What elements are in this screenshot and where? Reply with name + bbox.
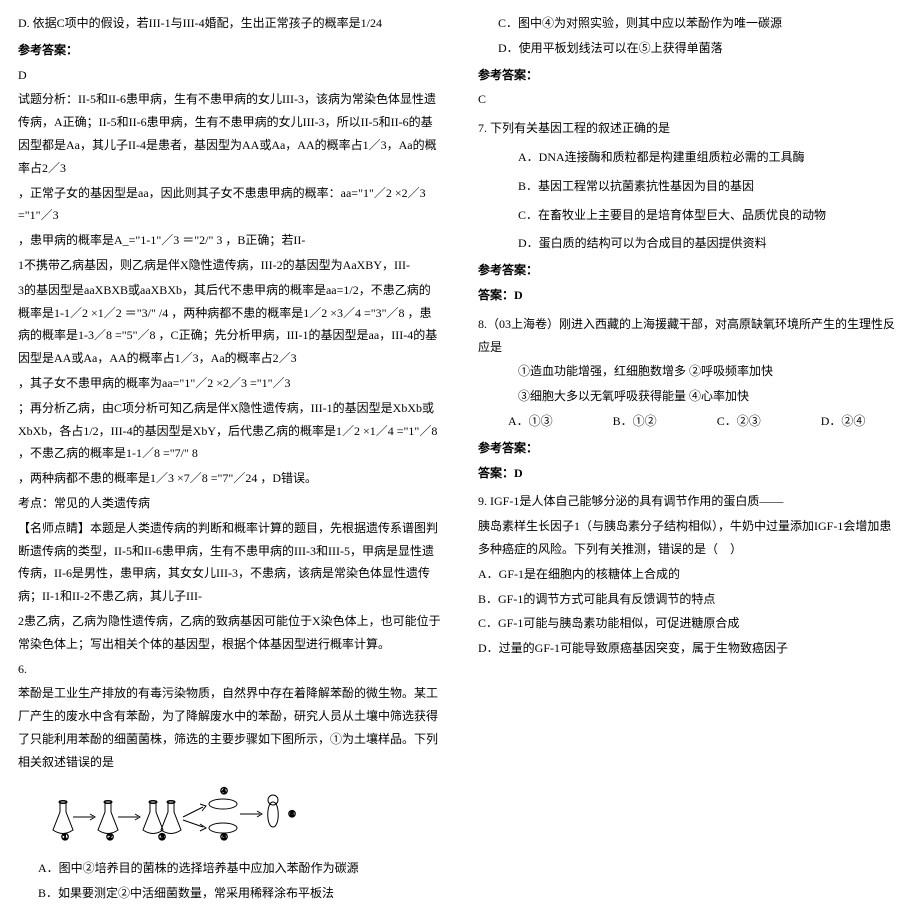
q7-a: A．DNA连接酶和质粒都是构建重组质粒必需的工具酶 <box>478 146 902 169</box>
q8-line2: ③细胞大多以无氧呼吸获得能量 ④心率加快 <box>478 385 902 408</box>
left-column: D. 依据C项中的假设，若III-1与III-4婚配，生出正常孩子的概率是1/2… <box>0 0 460 651</box>
ref-label-6: 参考答案： <box>478 64 902 87</box>
q9-cont: 胰岛素样生长因子1（与胰岛素分子结构相似），牛奶中过量添加IGF-1会增加患多种… <box>478 515 902 561</box>
flask-diagram: ① ② ③ ④ ⑤ <box>48 782 442 850</box>
answer-8: 答案：D <box>478 462 902 485</box>
q7-c: C．在畜牧业上主要目的是培育体型巨大、品质优良的动物 <box>478 204 902 227</box>
q8-line1: ①造血功能增强，红细胞数增多 ②呼吸频率加快 <box>478 360 902 383</box>
answer-7: 答案：D <box>478 284 902 307</box>
svg-text:④: ④ <box>220 786 228 796</box>
kaodian: 考点：常见的人类遗传病 <box>18 492 442 515</box>
q6-opt-a: A．图中②培养目的菌株的选择培养基中应加入苯酚作为碳源 <box>18 857 442 880</box>
q6-opt-c: C．图中④为对照实验，则其中应以苯酚作为唯一碳源 <box>478 12 902 35</box>
q7-d: D．蛋白质的结构可以为合成目的基因提供资料 <box>478 232 902 255</box>
analysis-7: ；再分析乙病，由C项分析可知乙病是伴X隐性遗传病，III-1的基因型是XbXb或… <box>18 397 442 465</box>
q7: 7. 下列有关基因工程的叙述正确的是 <box>478 117 902 140</box>
svg-text:③: ③ <box>158 832 166 842</box>
dianping-2: 2患乙病，乙病为隐性遗传病，乙病的致病基因可能位于X染色体上，也可能位于常染色体… <box>18 610 442 656</box>
answer-letter: D <box>18 64 442 87</box>
svg-text:②: ② <box>106 832 114 842</box>
analysis-4: 1不携带乙病基因，则乙病是伴X隐性遗传病，III-2的基因型为AaXBY，III… <box>18 254 442 277</box>
q8: 8.（03上海卷）刚进入西藏的上海援藏干部，对高原缺氧环境所产生的生理性反应是 <box>478 313 902 359</box>
q6-opt-b: B．如果要测定②中活细菌数量，常采用稀释涂布平板法 <box>18 882 442 905</box>
analysis-3: ，患甲病的概率是A_="1-1"／3 ＝"2/" 3 ，B正确；若II- <box>18 229 442 252</box>
q9: 9. IGF-1是人体自己能够分泌的具有调节作用的蛋白质—— <box>478 490 902 513</box>
page: D. 依据C项中的假设，若III-1与III-4婚配，生出正常孩子的概率是1/2… <box>0 0 920 651</box>
q7-b: B．基因工程常以抗菌素抗性基因为目的基因 <box>478 175 902 198</box>
answer-label: 参考答案： <box>18 39 442 62</box>
q6-opt-d: D．使用平板划线法可以在⑤上获得单菌落 <box>478 37 902 60</box>
q8-opt-b: B．①② <box>613 410 657 433</box>
analysis-6: ，其子女不患甲病的概率为aa="1"／2 ×2／3 ="1"／3 <box>18 372 442 395</box>
ref-label-8: 参考答案： <box>478 437 902 460</box>
answer-6: C <box>478 88 902 111</box>
right-column: C．图中④为对照实验，则其中应以苯酚作为唯一碳源 D．使用平板划线法可以在⑤上获… <box>460 0 920 651</box>
analysis-5: 3的基因型是aaXBXB或aaXBXb，其后代不患甲病的概率是aa=1/2，不患… <box>18 279 442 370</box>
q8-opt-a: A．①③ <box>508 410 553 433</box>
analysis-1: 试题分析：II-5和II-6患甲病，生有不患甲病的女儿III-3，该病为常染色体… <box>18 88 442 179</box>
ref-label-7: 参考答案： <box>478 259 902 282</box>
q6-num: 6. <box>18 658 442 681</box>
dianping-1: 【名师点睛】本题是人类遗传病的判断和概率计算的题目，先根据遗传系谱图判断遗传病的… <box>18 517 442 608</box>
q8-options: A．①③ B．①② C．②③ D．②④ <box>478 410 902 433</box>
q8-opt-c: C．②③ <box>717 410 761 433</box>
analysis-8: ，两种病都不患的概率是1／3 ×7／8 ="7"／24 ，D错误。 <box>18 467 442 490</box>
q9-b: B．GF-1的调节方式可能具有反馈调节的特点 <box>478 588 902 611</box>
q6-text: 苯酚是工业生产排放的有毒污染物质，自然界中存在着降解苯酚的微生物。某工厂产生的废… <box>18 682 442 773</box>
svg-text:⑥: ⑥ <box>288 809 296 819</box>
svg-text:⑤: ⑤ <box>220 832 228 842</box>
analysis-2: ，正常子女的基因型是aa，因此则其子女不患患甲病的概率：aa="1"／2 ×2／… <box>18 182 442 228</box>
svg-text:①: ① <box>61 832 69 842</box>
option-d: D. 依据C项中的假设，若III-1与III-4婚配，生出正常孩子的概率是1/2… <box>18 12 442 35</box>
q9-a: A．GF-1是在细胞内的核糖体上合成的 <box>478 563 902 586</box>
q9-c: C．GF-1可能与胰岛素功能相似，可促进糖原合成 <box>478 612 902 635</box>
q8-opt-d: D．②④ <box>821 410 866 433</box>
q9-d: D．过量的GF-1可能导致原癌基因突变，属于生物致癌因子 <box>478 637 902 660</box>
